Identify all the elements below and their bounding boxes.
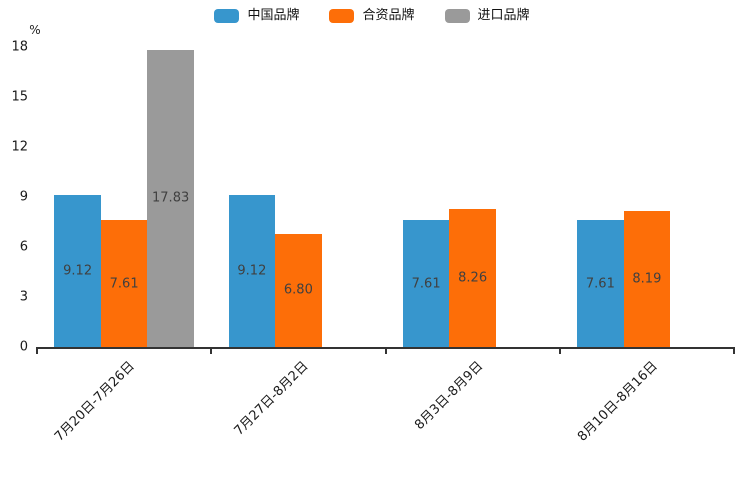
x-axis-tick (558, 347, 561, 354)
legend-label: 进口品牌 (477, 8, 530, 23)
x-axis-tick (36, 347, 38, 354)
bar[interactable] (577, 220, 624, 347)
ytick-label: 12 (11, 139, 28, 155)
bar-value-label: 7.61 (585, 276, 615, 292)
legend-swatch-icon (329, 9, 355, 23)
bar[interactable] (402, 220, 450, 347)
legend-label: 合资品牌 (362, 8, 415, 23)
bar-value-label: 9.12 (63, 263, 93, 279)
bar-value-label: 17.83 (152, 190, 190, 206)
legend-label: 中国品牌 (247, 8, 300, 23)
bar-value-label: 7.61 (411, 276, 441, 292)
xaxis-label: 8月10日-8月16日 (574, 358, 661, 445)
legend-item-2[interactable]: 进口品牌 (444, 8, 530, 24)
xaxis-label: 7月20日-7月26日 (51, 358, 138, 445)
x-axis-tick (733, 347, 735, 354)
bar-value-label: 9.12 (237, 263, 267, 279)
legend-item-1[interactable]: 合资品牌 (329, 8, 415, 24)
bar-value-label: 6.80 (283, 282, 313, 298)
legend-swatch-icon (214, 9, 240, 23)
bar[interactable] (449, 209, 496, 347)
legend-swatch-icon (444, 9, 470, 23)
x-axis-tick (384, 347, 387, 354)
bar-value-label: 8.19 (632, 271, 662, 287)
legend-item-0[interactable]: 中国品牌 (214, 8, 299, 24)
bar[interactable] (275, 233, 322, 347)
ytick-label: 18 (11, 39, 28, 55)
chart-legend: 中国品牌 合资品牌 进口品牌 (0, 8, 744, 24)
bar-value-label: 8.26 (458, 270, 488, 286)
ytick-label: 3 (19, 289, 28, 305)
ytick-label: 9 (19, 189, 28, 205)
bar[interactable] (147, 49, 194, 347)
bar[interactable] (100, 220, 148, 347)
bar[interactable] (54, 195, 101, 347)
ytick-label: 6 (19, 239, 28, 255)
ytick-label: 15 (11, 89, 28, 105)
bar[interactable] (228, 195, 276, 347)
x-axis-tick (210, 347, 213, 354)
bar[interactable] (623, 210, 671, 347)
y-axis-unit-label: % (29, 23, 41, 37)
xaxis-label: 7月27日-8月2日 (231, 358, 312, 439)
xaxis-label: 8月3日-8月9日 (411, 358, 487, 433)
ytick-label: 0 (19, 339, 28, 355)
bar-value-label: 7.61 (109, 276, 139, 292)
